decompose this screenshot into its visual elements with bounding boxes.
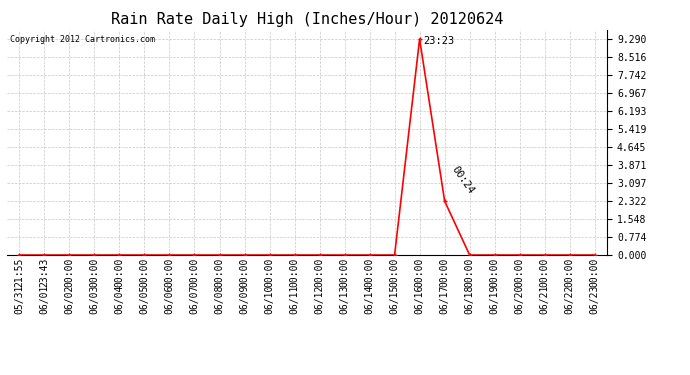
- Text: 00:00: 00:00: [440, 257, 450, 286]
- Text: 06/10: 06/10: [264, 284, 275, 314]
- Text: 00:24: 00:24: [450, 165, 475, 196]
- Text: 06/18: 06/18: [464, 284, 475, 314]
- Text: 00:00: 00:00: [90, 257, 99, 286]
- Text: 06/14: 06/14: [364, 284, 375, 314]
- Text: 00:00: 00:00: [64, 257, 75, 286]
- Text: 00:00: 00:00: [490, 257, 500, 286]
- Text: 06/07: 06/07: [190, 284, 199, 314]
- Text: 00:00: 00:00: [315, 257, 324, 286]
- Text: 00:00: 00:00: [239, 257, 250, 286]
- Text: 06/19: 06/19: [490, 284, 500, 314]
- Text: 06/01: 06/01: [39, 284, 50, 314]
- Text: 00:00: 00:00: [390, 257, 400, 286]
- Text: 00:00: 00:00: [139, 257, 150, 286]
- Text: 00:00: 00:00: [190, 257, 199, 286]
- Text: 00:00: 00:00: [339, 257, 350, 286]
- Text: 06/02: 06/02: [64, 284, 75, 314]
- Text: 00:00: 00:00: [515, 257, 524, 286]
- Text: 00:00: 00:00: [364, 257, 375, 286]
- Text: 00:00: 00:00: [540, 257, 550, 286]
- Text: 00:00: 00:00: [564, 257, 575, 286]
- Text: 06/23: 06/23: [590, 284, 600, 314]
- Text: 06/21: 06/21: [540, 284, 550, 314]
- Text: 06/04: 06/04: [115, 284, 124, 314]
- Text: 06/09: 06/09: [239, 284, 250, 314]
- Text: 06/08: 06/08: [215, 284, 224, 314]
- Text: 06/13: 06/13: [339, 284, 350, 314]
- Text: 00:00: 00:00: [264, 257, 275, 286]
- Text: 00:00: 00:00: [464, 257, 475, 286]
- Text: 00:00: 00:00: [215, 257, 224, 286]
- Text: Copyright 2012 Cartronics.com: Copyright 2012 Cartronics.com: [10, 34, 155, 44]
- Text: 06/20: 06/20: [515, 284, 524, 314]
- Text: 23:23: 23:23: [424, 36, 455, 46]
- Text: 00:00: 00:00: [415, 257, 424, 286]
- Text: 23:43: 23:43: [39, 257, 50, 286]
- Title: Rain Rate Daily High (Inches/Hour) 20120624: Rain Rate Daily High (Inches/Hour) 20120…: [111, 12, 503, 27]
- Text: 06/12: 06/12: [315, 284, 324, 314]
- Text: 00:00: 00:00: [590, 257, 600, 286]
- Text: 06/17: 06/17: [440, 284, 450, 314]
- Text: 00:00: 00:00: [164, 257, 175, 286]
- Text: 21:55: 21:55: [14, 257, 24, 286]
- Text: 06/11: 06/11: [290, 284, 299, 314]
- Text: 05/31: 05/31: [14, 284, 24, 314]
- Text: 06/16: 06/16: [415, 284, 424, 314]
- Text: 06/06: 06/06: [164, 284, 175, 314]
- Text: 06/03: 06/03: [90, 284, 99, 314]
- Text: 00:00: 00:00: [290, 257, 299, 286]
- Text: 06/15: 06/15: [390, 284, 400, 314]
- Text: 00:00: 00:00: [115, 257, 124, 286]
- Text: 06/05: 06/05: [139, 284, 150, 314]
- Text: 06/22: 06/22: [564, 284, 575, 314]
